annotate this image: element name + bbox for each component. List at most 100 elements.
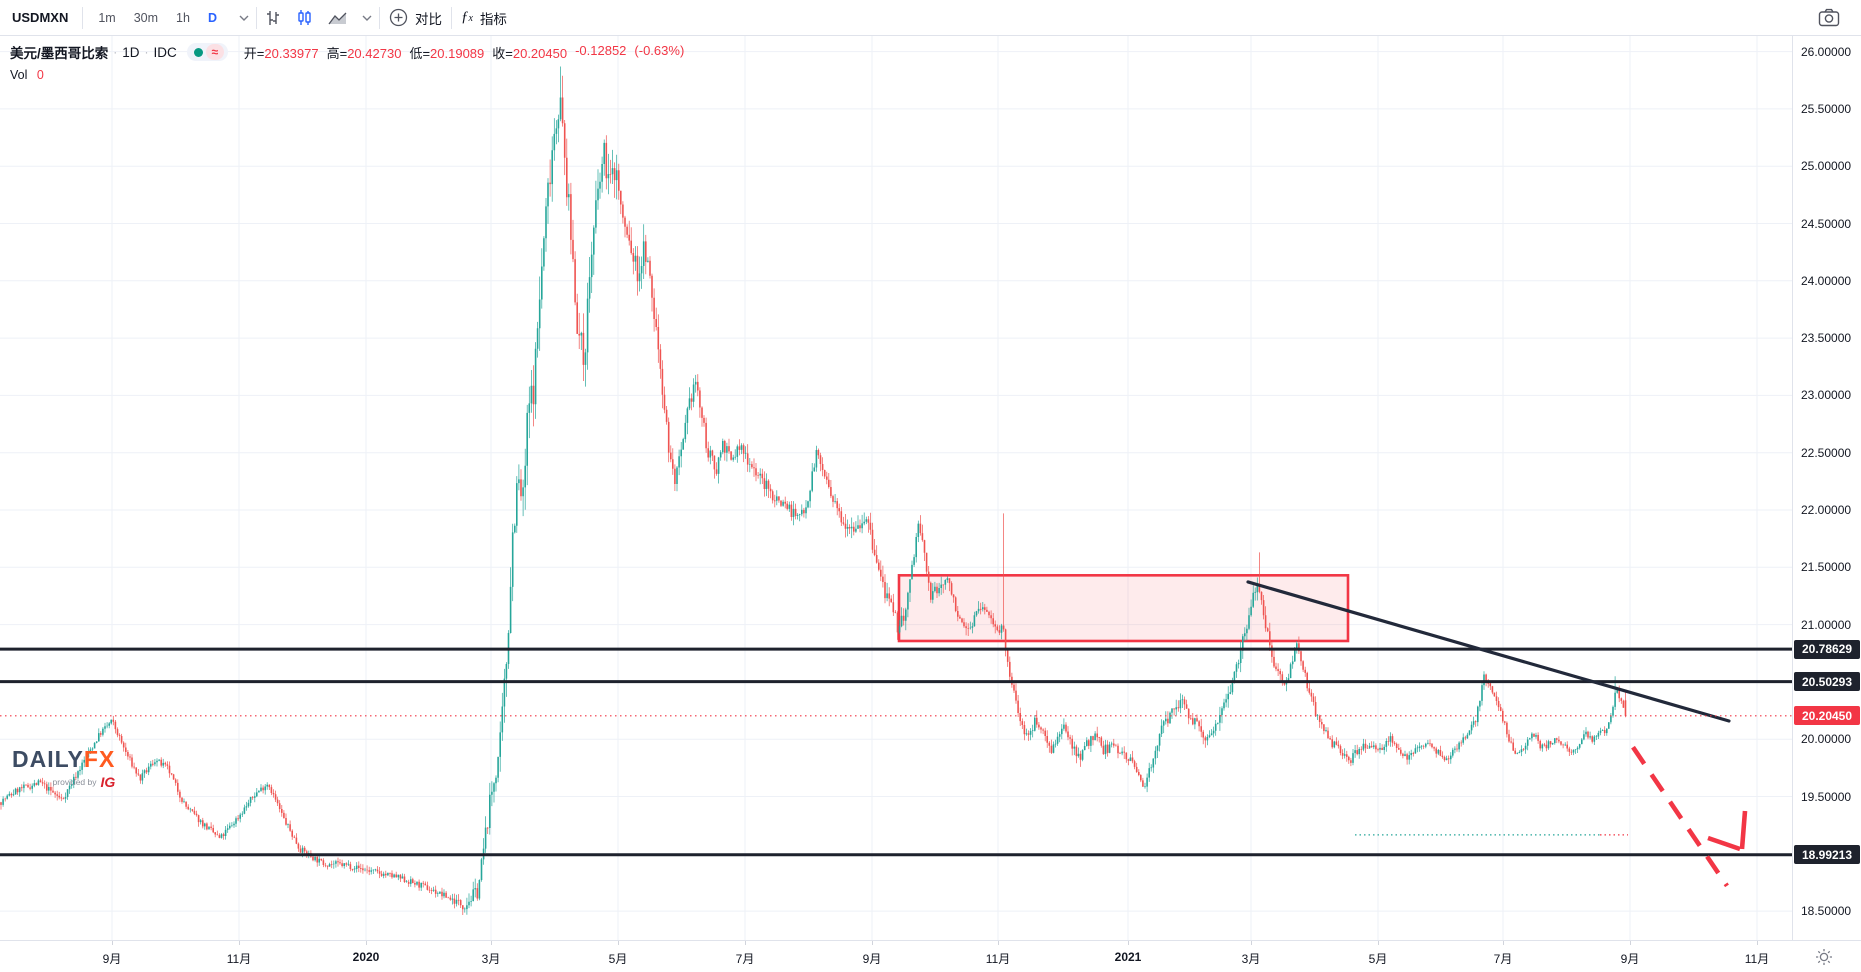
price-tick-label: 19.50000: [1801, 789, 1852, 804]
price-tick-label: 23.50000: [1801, 331, 1852, 346]
price-tick-label: 24.00000: [1801, 273, 1852, 288]
price-axis[interactable]: 26.00000 25.50000 25.00000 24.50000 24.00000…: [1792, 36, 1861, 940]
market-status-pill[interactable]: ≈: [186, 43, 228, 61]
price-tick-label: 20.00000: [1801, 732, 1852, 747]
price-tick-label: 21.50000: [1801, 560, 1852, 575]
time-tick-mark: [491, 941, 492, 945]
time-tick-label: 7月: [735, 952, 755, 966]
brand-provided-by: provided by: [52, 777, 97, 787]
timeframe-button-D[interactable]: D: [207, 10, 217, 25]
brand-daily-text: DAILY: [12, 746, 84, 772]
area-style-icon[interactable]: [321, 4, 355, 32]
instrument-title[interactable]: 美元/墨西哥比索: [10, 46, 109, 61]
change-pct-value: (-0.63%): [634, 42, 685, 58]
approx-icon: ≈: [205, 44, 224, 60]
time-tick-label: 2021: [1114, 950, 1142, 964]
dailyfx-logo: DAILYFX provided by IG: [12, 746, 115, 790]
close-label: 收=: [492, 45, 513, 61]
time-tick-mark: [366, 941, 367, 945]
ohlc-readout: 开=20.33977 高=20.42730 低=20.19089 收=20.20…: [244, 43, 685, 62]
level-price-badge: 20.50293: [1794, 672, 1860, 692]
time-tick-label: 7月: [1493, 952, 1513, 966]
screenshot-camera-icon[interactable]: [1811, 4, 1847, 32]
symbol-name[interactable]: USDMXN: [12, 10, 69, 25]
timeframe-button-1m[interactable]: 1m: [98, 10, 116, 25]
price-tick-label: 23.00000: [1801, 388, 1852, 403]
timeframe-group: 1m 30m 1h D: [83, 4, 232, 32]
market-open-dot-icon: [193, 47, 203, 57]
level-price-badge: 18.99213: [1794, 845, 1860, 865]
time-tick-label: 9月: [1620, 952, 1640, 966]
indicators-button[interactable]: ƒx 指标: [452, 4, 516, 32]
timeframe-button-30m[interactable]: 30m: [133, 10, 159, 25]
timeframe-chevron-down-icon[interactable]: [232, 4, 256, 32]
time-tick-mark: [1503, 941, 1504, 945]
legend-separator: ·: [113, 45, 118, 59]
level-price-badge: 20.78629: [1794, 639, 1860, 659]
time-tick-mark: [1378, 941, 1379, 945]
time-tick-label: 9月: [862, 952, 882, 966]
compare-label: 对比: [414, 11, 442, 27]
low-value: 20.19089: [430, 45, 485, 61]
time-tick-label: 9月: [102, 952, 122, 966]
indicators-label: 指标: [479, 11, 507, 27]
price-chart-canvas: [0, 36, 1792, 940]
candles-style-icon[interactable]: [289, 4, 321, 32]
toolbar-divider: [378, 6, 380, 29]
change-value: -0.12852: [575, 42, 627, 58]
time-tick-mark: [112, 941, 113, 945]
price-tick-label: 21.00000: [1801, 617, 1852, 632]
high-label: 高=: [326, 45, 348, 61]
high-value: 20.42730: [347, 45, 402, 61]
time-tick-label: 11月: [1744, 952, 1770, 966]
open-value: 20.33977: [264, 45, 319, 61]
time-axis[interactable]: 9月 11月 2020 3月 5月 7月 9月 11月 2021 3月 5月 7月 9月 11月: [0, 940, 1861, 972]
price-tick-label: 26.00000: [1801, 44, 1852, 59]
time-tick-mark: [1630, 941, 1631, 945]
compare-button[interactable]: 对比: [380, 4, 451, 32]
price-tick-label: 18.50000: [1801, 904, 1852, 919]
time-tick-label: 2020: [352, 950, 380, 964]
current-price-badge: 20.20450: [1794, 706, 1860, 726]
bars-style-icon[interactable]: [257, 4, 289, 32]
legend-exchange: IDC: [153, 44, 177, 60]
price-tick-label: 22.50000: [1801, 445, 1852, 460]
toolbar-divider: [255, 6, 257, 29]
top-toolbar: USDMXN 1m 30m 1h D: [0, 0, 1861, 36]
fx-icon: ƒx: [460, 9, 473, 25]
style-chevron-down-icon[interactable]: [355, 4, 379, 32]
legend-separator: ·: [144, 45, 149, 59]
time-tick-mark: [239, 941, 240, 945]
price-tick-label: 25.00000: [1801, 159, 1852, 174]
close-value: 20.20450: [512, 45, 568, 61]
toolbar-divider: [82, 6, 84, 29]
time-tick-mark: [1757, 941, 1758, 945]
ig-logo: IG: [100, 774, 116, 790]
time-tick-label: 3月: [481, 952, 501, 966]
time-tick-mark: [745, 941, 746, 945]
time-tick-mark: [1251, 941, 1252, 945]
low-label: 低=: [409, 45, 431, 61]
time-tick-mark: [1128, 941, 1129, 945]
price-tick-label: 22.00000: [1801, 503, 1852, 517]
price-tick-label: 25.50000: [1801, 101, 1852, 116]
volume-label[interactable]: Vol: [10, 68, 28, 82]
plus-circle-icon: [389, 8, 408, 27]
timeframe-button-1h[interactable]: 1h: [176, 10, 190, 25]
chart-legend: 美元/墨西哥比索 · 1D · IDC ≈ 开=20.33977 高=20.42…: [10, 42, 685, 83]
price-tick-label: 24.50000: [1801, 216, 1852, 231]
time-tick-label: 3月: [1241, 952, 1261, 966]
time-tick-mark: [618, 941, 619, 945]
time-tick-label: 5月: [608, 952, 628, 966]
legend-timeframe: 1D: [122, 44, 140, 60]
theme-sun-icon[interactable]: [1815, 948, 1833, 971]
time-tick-label: 11月: [226, 952, 252, 966]
time-tick-label: 11月: [985, 952, 1011, 966]
toolbar-divider: [450, 6, 452, 29]
time-tick-mark: [998, 941, 999, 945]
open-label: 开=: [243, 45, 265, 61]
chart-plot-area[interactable]: [0, 36, 1792, 940]
time-tick-mark: [872, 941, 873, 945]
brand-fx-text: FX: [83, 746, 116, 772]
